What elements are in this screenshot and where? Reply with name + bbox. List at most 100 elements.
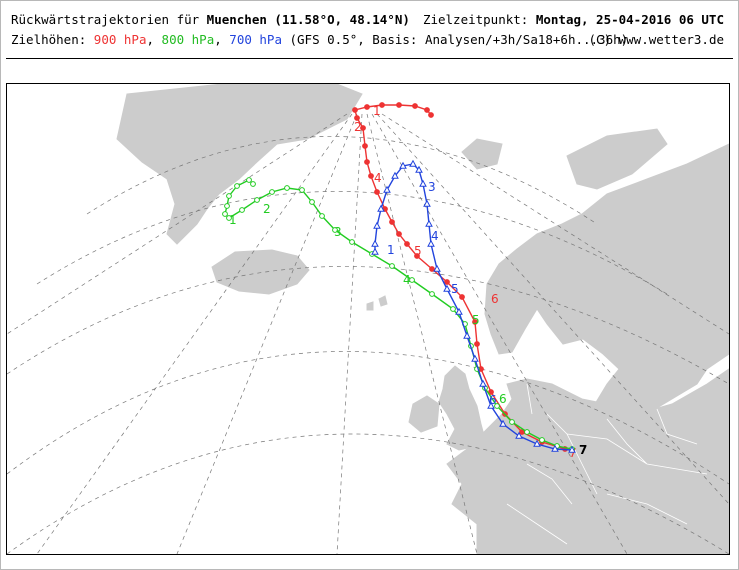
trajectory-step-label: 6 xyxy=(499,392,507,406)
levels-separator-1: , xyxy=(146,32,162,47)
latitude-circle-2 xyxy=(36,191,668,295)
trajectory-point xyxy=(488,389,494,395)
trajectory-point xyxy=(425,219,433,227)
trajectory-point xyxy=(515,431,523,439)
levels-separator-2: , xyxy=(214,32,230,47)
levels-line: Zielhöhen: 900 hPa, 800 hPa, 700 hPa (GF… xyxy=(11,32,628,48)
trajectory-point xyxy=(371,247,379,255)
level-800-label: 800 hPa xyxy=(161,32,215,47)
trajectory-point xyxy=(539,437,545,443)
trajectory-step-label: 5 xyxy=(414,244,422,258)
land-layer xyxy=(116,84,729,554)
trajectory-point xyxy=(360,125,366,131)
trajectory-point xyxy=(396,102,402,108)
trajectory-step-label: 5 xyxy=(472,313,480,327)
trajectory-point xyxy=(396,231,402,237)
trajectory-point xyxy=(224,203,230,209)
trajectory-point xyxy=(471,354,479,362)
target-time: Zielzeitpunkt: Montag, 25-04-2016 06 UTC xyxy=(423,12,724,28)
trajectory-point xyxy=(474,341,480,347)
level-700-label: 700 hPa xyxy=(229,32,282,47)
trajectory-point xyxy=(364,104,370,110)
trajectory-point xyxy=(419,179,427,187)
trajectory-point xyxy=(352,107,358,113)
title-prefix: Rückwärtstrajektorien für xyxy=(11,12,207,27)
trajectory-point xyxy=(364,159,370,165)
trajectory-point xyxy=(414,253,420,259)
trajectory-point xyxy=(433,264,441,272)
trajectory-step-label: 4 xyxy=(431,229,439,243)
trajectory-point xyxy=(319,213,325,219)
meridian-lines xyxy=(7,113,729,554)
model-info: (GFS 0.5°, Basis: Analysen/+3h/Sa18+6h..… xyxy=(281,32,629,47)
land-novaya-zemlya xyxy=(566,128,668,190)
trajectory-point xyxy=(354,115,360,121)
trajectory-step-label: 2 xyxy=(263,202,271,216)
trajectory-point xyxy=(389,263,395,269)
trajectory-step-label: 4 xyxy=(374,171,382,185)
trajectory-point xyxy=(368,173,374,179)
graticule xyxy=(7,113,729,554)
levels-label: Zielhöhen: xyxy=(11,32,94,47)
trajectory-point xyxy=(450,306,456,312)
trajectory-point xyxy=(389,219,395,225)
endpoint-label: 7 xyxy=(579,443,587,457)
latitude-circle-3 xyxy=(7,266,729,385)
trajectory-point xyxy=(424,107,430,113)
trajectory-point xyxy=(524,429,530,435)
target-time-label: Zielzeitpunkt: xyxy=(422,12,536,27)
latitude-circle-5 xyxy=(7,433,729,554)
land-great-britain xyxy=(438,365,486,451)
trajectory-point xyxy=(455,307,463,315)
trajectory-point xyxy=(443,284,451,292)
trajectory-point xyxy=(429,266,435,272)
trajectory-point xyxy=(429,291,435,297)
trajectory-point xyxy=(494,403,500,409)
trajectory-point xyxy=(226,215,232,221)
trajectory-step-label: 6 xyxy=(491,292,499,306)
land-svalbard xyxy=(461,138,503,170)
trajectory-point xyxy=(472,319,478,325)
trajectory-point xyxy=(428,112,434,118)
trajectory-point xyxy=(568,445,576,453)
land-ireland xyxy=(408,395,440,433)
trajectory-step-label: 7 xyxy=(569,446,577,460)
trajectory-point xyxy=(269,189,275,195)
trajectory-step-label: 4 xyxy=(403,273,411,287)
location-name: Muenchen xyxy=(206,12,267,27)
trajectory-point xyxy=(487,401,495,409)
trajectory-point xyxy=(409,277,415,283)
trajectory-point xyxy=(412,103,418,109)
trajectory-point xyxy=(399,161,407,169)
trajectory-point xyxy=(332,227,338,233)
level-900-label: 900 hPa xyxy=(93,32,147,47)
trajectory-point xyxy=(250,181,256,187)
trajectory-step-label: 3 xyxy=(334,225,342,239)
trajectory-step-label: 1 xyxy=(387,243,395,257)
trajectory-point xyxy=(349,239,355,245)
trajectory-point xyxy=(284,185,290,191)
trajectory-point xyxy=(533,439,541,447)
trajectory-point xyxy=(234,183,240,189)
trajectory-point xyxy=(254,197,260,203)
land-iceland xyxy=(211,249,310,295)
header-separator xyxy=(6,58,733,59)
trajectory-point xyxy=(551,444,559,452)
trajectory-point xyxy=(423,199,431,207)
trajectory-point xyxy=(239,207,245,213)
trajectory-point xyxy=(383,185,391,193)
location-coords: (11.58°O, 48.14°N) xyxy=(266,12,410,27)
trajectory-point xyxy=(371,239,379,247)
trajectory-point xyxy=(509,419,515,425)
trajectory-step-label: 6 xyxy=(489,393,497,407)
trajectory-point xyxy=(415,165,423,173)
trajectory-point xyxy=(377,204,385,212)
trajectory-point xyxy=(444,279,450,285)
